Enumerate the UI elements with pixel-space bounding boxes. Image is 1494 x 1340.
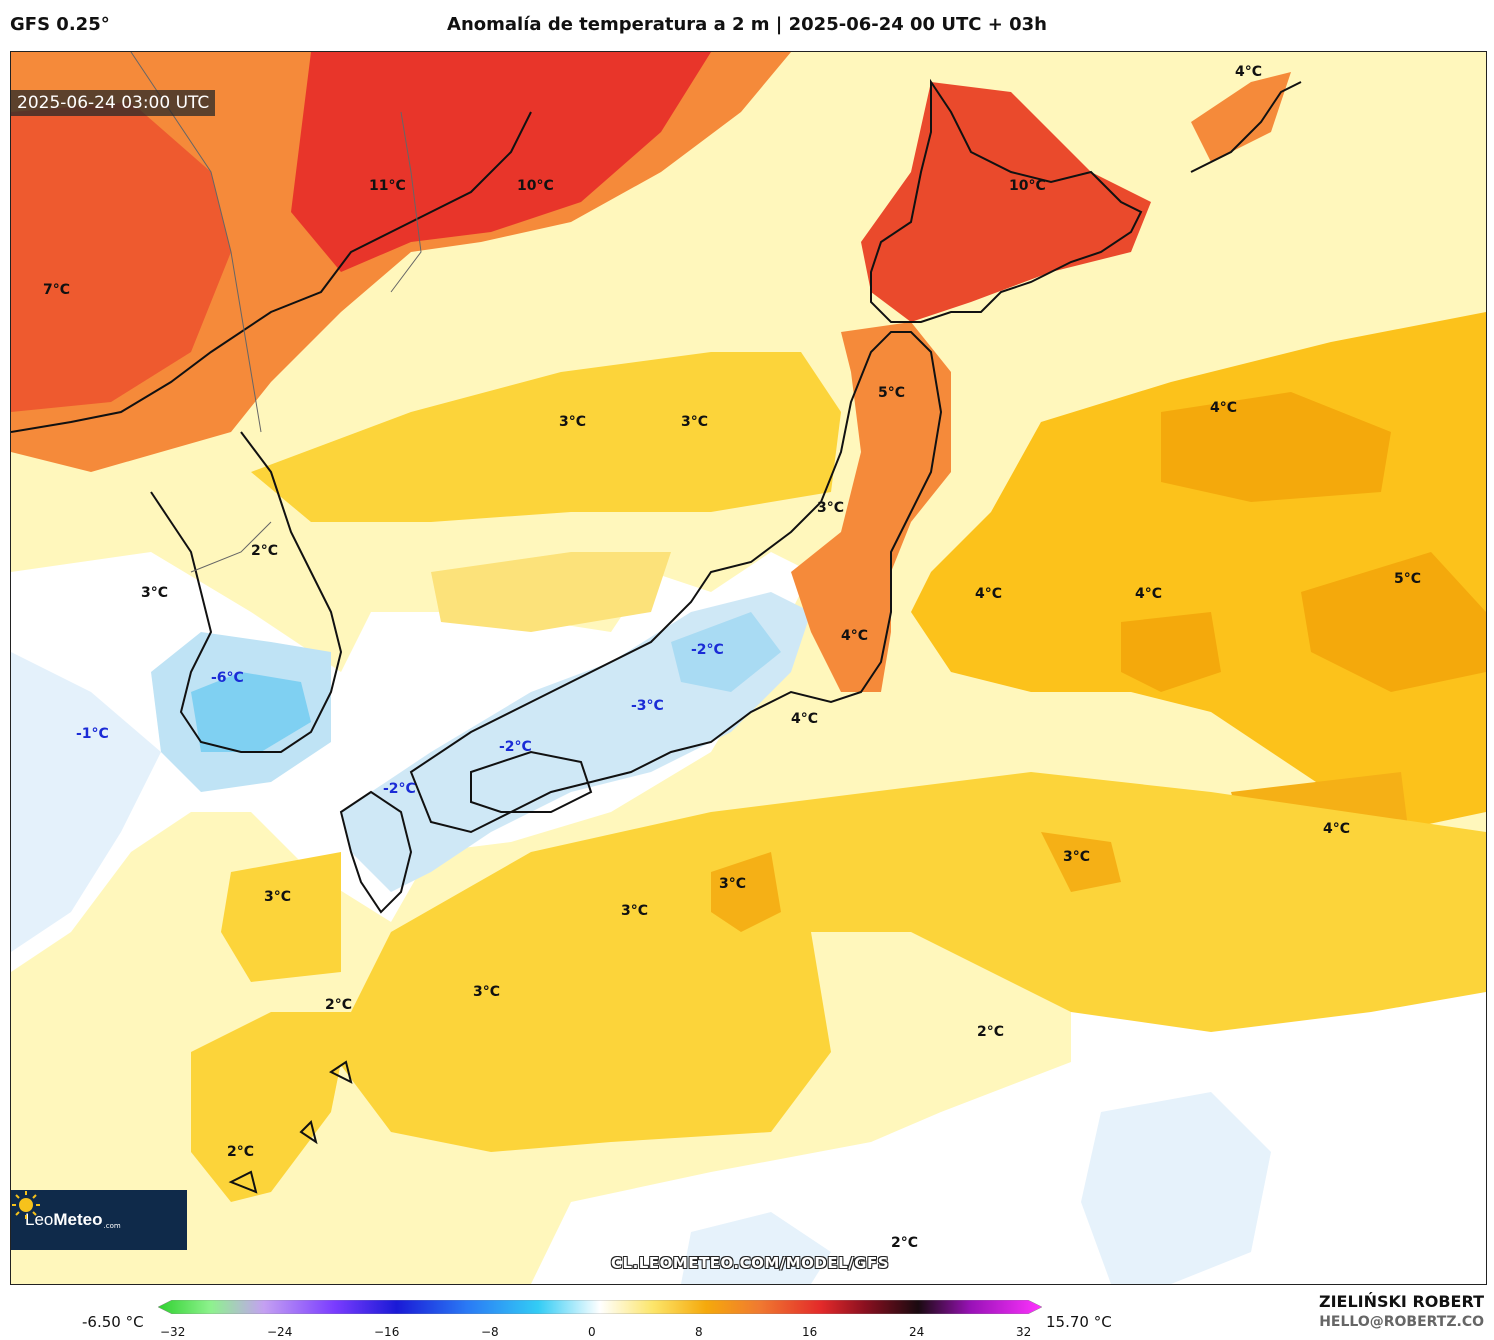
temp-label: 3°C bbox=[141, 585, 169, 601]
author-email[interactable]: HELLO@ROBERTZ.CO bbox=[1319, 1314, 1484, 1330]
model-name: GFS 0.25° bbox=[10, 14, 110, 35]
anomaly-core-mid bbox=[1121, 612, 1221, 692]
anomaly-zone-ryukyu bbox=[191, 1012, 351, 1202]
temp-label: 3°C bbox=[681, 414, 709, 430]
colorbar bbox=[158, 1300, 1042, 1314]
temp-label: 4°C bbox=[1235, 64, 1263, 80]
coast-hokkaido bbox=[870, 78, 1143, 323]
temp-label: 2°C bbox=[325, 997, 353, 1013]
colorbar-tick-label: 16 bbox=[802, 1325, 818, 1339]
anomaly-zone-sea-of-japan bbox=[251, 352, 841, 522]
temp-label: 3°C bbox=[264, 889, 292, 905]
anomaly-zone-south bbox=[331, 772, 1486, 1152]
leometeo-logo[interactable]: LeoMeteo .com bbox=[11, 1190, 187, 1250]
temp-label: 4°C bbox=[1323, 821, 1351, 837]
temp-label: 3°C bbox=[621, 903, 649, 919]
map-canvas bbox=[11, 52, 1486, 1284]
temp-label: 3°C bbox=[1063, 849, 1091, 865]
temp-label: 3°C bbox=[473, 984, 501, 1000]
coastlines bbox=[11, 78, 1302, 1194]
temp-label: -1°C bbox=[76, 726, 109, 742]
temp-label: -2°C bbox=[499, 739, 532, 755]
temp-label: 7°C bbox=[43, 282, 71, 298]
temp-label: 4°C bbox=[791, 711, 819, 727]
temp-label: 5°C bbox=[878, 385, 906, 401]
temp-label: -3°C bbox=[631, 698, 664, 714]
anomaly-core-east bbox=[1301, 552, 1486, 692]
map-title: Anomalía de temperatura a 2 m | 2025-06-… bbox=[447, 14, 1047, 35]
logo-wordmark: LeoMeteo bbox=[25, 1210, 103, 1229]
coast-korea bbox=[150, 431, 343, 753]
colorbar-max-label: 15.70 °C bbox=[1046, 1313, 1112, 1331]
temp-label: 4°C bbox=[841, 628, 869, 644]
cool-zone-south bbox=[681, 1212, 831, 1284]
logo-suffix: .com bbox=[103, 1222, 121, 1230]
temp-label: 11°C bbox=[369, 178, 406, 194]
temp-label: 10°C bbox=[1009, 178, 1046, 194]
coast-shikoku bbox=[470, 750, 593, 813]
anomaly-core-south bbox=[711, 852, 781, 932]
anomaly-core-pacific bbox=[1161, 392, 1391, 502]
anomaly-zone-southwest bbox=[221, 852, 341, 982]
cool-zone-southeast bbox=[1081, 1092, 1271, 1284]
temp-label: 2°C bbox=[227, 1144, 255, 1160]
cool-zone-west bbox=[11, 652, 161, 952]
cold-zone-japan-inner bbox=[671, 612, 781, 692]
author-credit: ZIELIŃSKI ROBERT bbox=[1318, 1292, 1484, 1311]
coast-honshu bbox=[409, 331, 943, 834]
temp-label: 3°C bbox=[817, 500, 845, 516]
warm-zone-kuril bbox=[1191, 72, 1291, 162]
anomaly-zone-sea-of-japan-2 bbox=[431, 552, 671, 632]
sun-icon bbox=[12, 1191, 40, 1219]
hot-zone-hokkaido bbox=[861, 82, 1151, 322]
colorbar-tick-label: 32 bbox=[1016, 1325, 1032, 1339]
temp-label: -2°C bbox=[691, 642, 724, 658]
temp-label: 2°C bbox=[251, 543, 279, 559]
temp-label: 3°C bbox=[719, 876, 747, 892]
coast-kyushu bbox=[339, 790, 413, 914]
valid-time: 2025-06-24 03:00 UTC bbox=[11, 90, 216, 116]
temp-label: 2°C bbox=[977, 1024, 1005, 1040]
colorbar-tick-label: −32 bbox=[160, 1325, 186, 1339]
colorbar-tick-label: −24 bbox=[267, 1325, 293, 1339]
temp-label: 4°C bbox=[1210, 400, 1238, 416]
temp-label: -2°C bbox=[383, 781, 416, 797]
temp-label: 10°C bbox=[517, 178, 554, 194]
temp-label: -6°C bbox=[211, 670, 244, 686]
source-url[interactable]: CL.LEOMETEO.COM/MODEL/GFS bbox=[611, 1254, 890, 1272]
temp-label: 2°C bbox=[891, 1235, 919, 1251]
cold-core-korea bbox=[191, 672, 311, 752]
anomaly-map[interactable]: 2025-06-24 03:00 UTC 11°C 10°C 10°C 4°C … bbox=[10, 51, 1487, 1285]
colorbar-tick-label: 0 bbox=[588, 1325, 596, 1339]
colorbar-min-label: -6.50 °C bbox=[82, 1313, 144, 1331]
warm-zone-tohoku bbox=[791, 322, 951, 692]
coast-sakhalin-kuril bbox=[1190, 81, 1302, 173]
warm-zone-china bbox=[11, 102, 231, 412]
colorbar-tick-label: 24 bbox=[909, 1325, 925, 1339]
temp-label: 5°C bbox=[1394, 571, 1422, 587]
colorbar-tick-label: −16 bbox=[374, 1325, 400, 1339]
coast-ryukyu bbox=[228, 1060, 353, 1194]
temp-label: 3°C bbox=[559, 414, 587, 430]
colorbar-tick-label: −8 bbox=[481, 1325, 499, 1339]
coast-china-north bbox=[11, 111, 532, 433]
anomaly-core-southeast bbox=[1041, 832, 1121, 892]
colorbar-tick-label: 8 bbox=[695, 1325, 703, 1339]
temp-label: 4°C bbox=[1135, 586, 1163, 602]
temp-label: 4°C bbox=[975, 586, 1003, 602]
